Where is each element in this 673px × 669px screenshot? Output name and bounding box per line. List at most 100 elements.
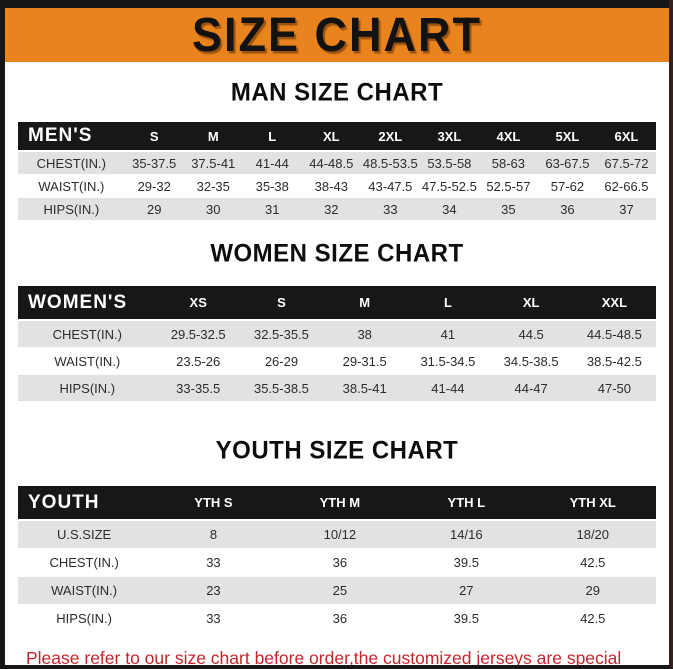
- table-cell: 67.5-72: [596, 151, 656, 175]
- men-table-title-cell: MEN'S: [18, 122, 125, 152]
- table-cell: 25: [276, 576, 404, 605]
- table-cell: 36: [276, 548, 404, 577]
- table-cell: 57-62: [537, 174, 597, 198]
- table-cell: 47-50: [572, 374, 656, 402]
- table-cell: 62-66.5: [596, 174, 656, 198]
- table-row: CHEST(IN.) 33 36 39.5 42.5: [18, 548, 656, 577]
- column-header: XL: [489, 286, 573, 321]
- row-label: CHEST(IN.): [18, 151, 125, 175]
- table-cell: 35: [478, 197, 538, 221]
- table-cell: 52.5-57: [478, 174, 538, 198]
- men-size-section: MAN SIZE CHART MEN'S S M L XL 2XL 3XL 4XL 5XL 6XL C…: [5, 78, 669, 221]
- table-cell: 29-31.5: [323, 347, 407, 375]
- table-cell: 47.5-52.5: [419, 174, 479, 198]
- table-row: U.S.SIZE 8 10/12 14/16 18/20: [18, 520, 656, 549]
- table-cell: 30: [183, 197, 243, 221]
- row-label: HIPS(IN.): [18, 374, 157, 402]
- table-cell: 43-47.5: [360, 174, 420, 198]
- table-row: HIPS(IN.) 33 36 39.5 42.5: [18, 604, 656, 633]
- table-cell: 38.5-41: [323, 374, 407, 402]
- column-header: S: [124, 122, 184, 152]
- column-header: XS: [156, 286, 240, 321]
- table-cell: 10/12: [276, 520, 404, 549]
- table-cell: 48.5-53.5: [360, 151, 420, 175]
- table-cell: 38: [323, 320, 407, 348]
- table-cell: 32-35: [183, 174, 243, 198]
- table-cell: 31.5-34.5: [406, 347, 490, 375]
- table-row: HIPS(IN.) 29 30 31 32 33 34 35 36 37: [18, 197, 656, 221]
- column-header: M: [323, 286, 407, 321]
- column-header: XXL: [572, 286, 656, 321]
- table-cell: 44.5-48.5: [572, 320, 656, 348]
- row-label: HIPS(IN.): [18, 197, 125, 221]
- table-cell: 33: [360, 197, 420, 221]
- table-cell: 33-35.5: [156, 374, 240, 402]
- table-cell: 37.5-41: [183, 151, 243, 175]
- table-cell: 34.5-38.5: [489, 347, 573, 375]
- table-cell: 42.5: [529, 604, 656, 633]
- table-cell: 33: [150, 604, 277, 633]
- row-label: WAIST(IN.): [18, 174, 125, 198]
- table-cell: 32: [301, 197, 361, 221]
- column-header: 6XL: [596, 122, 656, 152]
- table-row: WAIST(IN.) 23 25 27 29: [18, 576, 656, 605]
- table-cell: 58-63: [478, 151, 538, 175]
- table-cell: 18/20: [529, 520, 656, 549]
- table-cell: 36: [276, 604, 404, 633]
- table-cell: 29: [124, 197, 184, 221]
- men-section-heading: MAN SIZE CHART: [230, 78, 444, 107]
- column-header: 4XL: [478, 122, 538, 152]
- table-cell: 53.5-58: [419, 151, 479, 175]
- table-cell: 31: [242, 197, 302, 221]
- table-row: CHEST(IN.) 29.5-32.5 32.5-35.5 38 41 44.5 44.5…: [18, 320, 656, 348]
- table-row: HIPS(IN.) 33-35.5 35.5-38.5 38.5-41 41-44 44-…: [18, 374, 656, 402]
- men-size-table: MEN'S S M L XL 2XL 3XL 4XL 5XL 6XL CHEST(IN.) 35-37…: [18, 122, 656, 221]
- top-border-bar: [5, 0, 669, 8]
- table-cell: 26-29: [239, 347, 324, 375]
- column-header: YTH L: [403, 486, 530, 521]
- table-cell: 41-44: [242, 151, 302, 175]
- women-size-table: WOMEN'S XS S M L XL XXL CHEST(IN.) 29.5-32.5 32.5…: [18, 286, 656, 402]
- row-label: WAIST(IN.): [18, 576, 151, 605]
- table-cell: 34: [419, 197, 479, 221]
- table-cell: 42.5: [529, 548, 656, 577]
- disclaimer-line-1: Please refer to our size chart before or…: [26, 648, 622, 668]
- women-section-heading: WOMEN SIZE CHART: [210, 239, 464, 268]
- youth-table-title-cell: YOUTH: [18, 486, 151, 521]
- table-cell: 44.5: [489, 320, 573, 348]
- table-cell: 29.5-32.5: [156, 320, 240, 348]
- column-header: M: [183, 122, 243, 152]
- men-header-row: MEN'S S M L XL 2XL 3XL 4XL 5XL 6XL: [18, 122, 656, 152]
- youth-section-heading: YOUTH SIZE CHART: [215, 436, 459, 465]
- youth-size-table: YOUTH YTH S YTH M YTH L YTH XL U.S.SIZE 8 10/12…: [18, 486, 656, 633]
- row-label: CHEST(IN.): [18, 548, 151, 577]
- table-cell: 36: [537, 197, 597, 221]
- row-label: HIPS(IN.): [18, 604, 151, 633]
- table-cell: 35.5-38.5: [239, 374, 324, 402]
- table-cell: 29: [529, 576, 656, 605]
- column-header: 5XL: [537, 122, 597, 152]
- table-cell: 29-32: [124, 174, 184, 198]
- row-label: CHEST(IN.): [18, 320, 157, 348]
- column-header: XL: [301, 122, 361, 152]
- size-sections-container: MAN SIZE CHART MEN'S S M L XL 2XL 3XL 4XL 5XL 6XL C…: [5, 78, 669, 633]
- column-header: YTH M: [276, 486, 404, 521]
- table-cell: 33: [150, 548, 277, 577]
- table-cell: 44-48.5: [301, 151, 361, 175]
- youth-header-row: YOUTH YTH S YTH M YTH L YTH XL: [18, 486, 656, 521]
- title-banner: SIZE CHART: [5, 7, 669, 62]
- column-header: L: [406, 286, 490, 321]
- table-cell: 39.5: [403, 548, 530, 577]
- column-header: YTH S: [150, 486, 277, 521]
- row-label: U.S.SIZE: [18, 520, 151, 549]
- row-label: WAIST(IN.): [18, 347, 157, 375]
- column-header: YTH XL: [529, 486, 656, 521]
- table-cell: 38-43: [301, 174, 361, 198]
- table-cell: 39.5: [403, 604, 530, 633]
- table-cell: 27: [403, 576, 530, 605]
- table-cell: 32.5-35.5: [239, 320, 324, 348]
- table-row: WAIST(IN.) 29-32 32-35 35-38 38-43 43-47.5 47.…: [18, 174, 656, 198]
- table-cell: 38.5-42.5: [572, 347, 656, 375]
- table-cell: 41: [406, 320, 490, 348]
